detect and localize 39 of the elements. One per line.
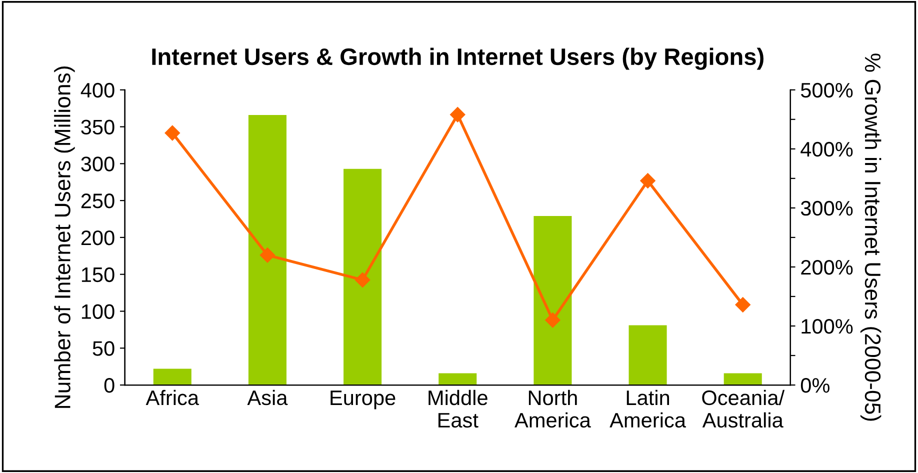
y2-axis-title: % Growth in Internet Users (2000-05) bbox=[860, 54, 882, 421]
y-tick-label: 150 bbox=[82, 267, 114, 282]
bar bbox=[724, 373, 762, 386]
point bbox=[735, 297, 750, 312]
y2-tick-label: 200% bbox=[801, 260, 853, 275]
y-axis-title: Number of Internet Users (Millions) bbox=[54, 66, 75, 408]
bar bbox=[153, 368, 192, 386]
point bbox=[354, 272, 370, 288]
y2-tick-label: 300% bbox=[800, 200, 853, 216]
chart-title: Internet Users & Growth in Internet Users (by Regions) bbox=[152, 48, 764, 70]
bar bbox=[438, 373, 477, 386]
bar bbox=[628, 325, 667, 386]
y-tick-label: 300 bbox=[81, 156, 114, 172]
bar bbox=[534, 216, 572, 386]
bar bbox=[344, 168, 382, 386]
y-tick-label: 250 bbox=[81, 194, 114, 208]
bar bbox=[248, 114, 286, 386]
x-tick-label: Latin America bbox=[610, 390, 686, 428]
point bbox=[260, 248, 276, 263]
y2-tick-label: 100% bbox=[802, 318, 853, 334]
y-tick-label: 0 bbox=[104, 378, 114, 393]
y2-tick-label: 400% bbox=[800, 142, 853, 157]
x-tick-label: Asia bbox=[247, 390, 288, 406]
point bbox=[545, 312, 560, 328]
x-tick-label: North America bbox=[514, 390, 591, 428]
point bbox=[640, 173, 656, 188]
y2-tick-label: 500% bbox=[800, 82, 853, 98]
y-tick-label: 400 bbox=[80, 82, 114, 98]
y-tick-label: 200 bbox=[81, 230, 114, 246]
x-tick-label: Oceania/ Australia bbox=[702, 390, 785, 428]
x-tick-label: Europe bbox=[330, 390, 396, 410]
y-tick-label: 50 bbox=[92, 341, 114, 356]
y-tick-label: 100 bbox=[82, 304, 114, 319]
x-tick-label: Africa bbox=[146, 390, 200, 406]
y-tick-label: 350 bbox=[81, 120, 114, 135]
point bbox=[164, 125, 180, 141]
point bbox=[450, 107, 466, 122]
x-tick-label: Middle East bbox=[428, 390, 488, 428]
y2-tick-label: 0% bbox=[800, 378, 830, 393]
